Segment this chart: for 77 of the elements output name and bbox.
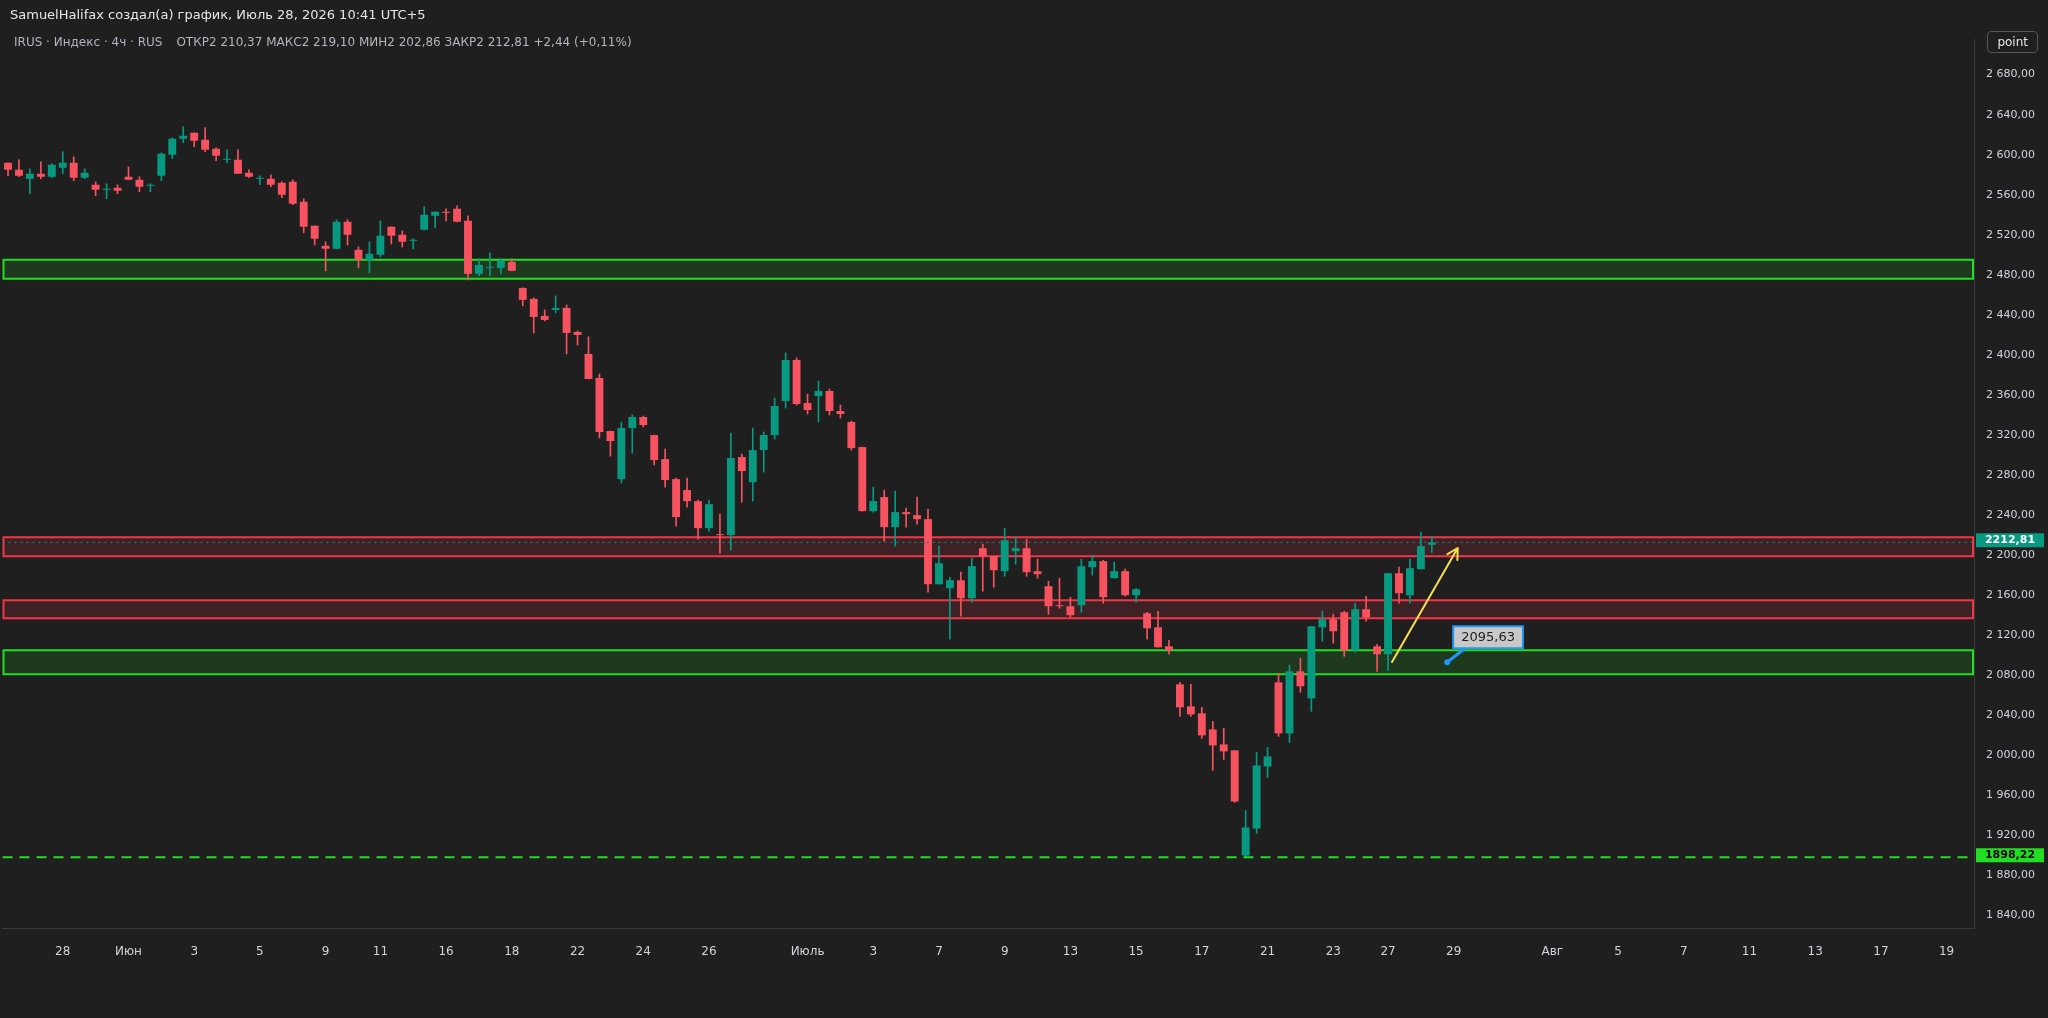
x-tick-label: Июн xyxy=(115,943,142,958)
y-tick-label: 2 600,00 xyxy=(1986,147,2035,161)
x-tick-label: 27 xyxy=(1380,943,1396,958)
y-tick-label: 1 920,00 xyxy=(1986,828,2035,842)
candlestick xyxy=(902,507,911,528)
x-tick-label: 3 xyxy=(869,943,878,958)
candlestick xyxy=(1165,639,1173,655)
candlestick xyxy=(442,208,451,222)
y-tick-label: 2 640,00 xyxy=(1986,107,2035,121)
text: SamuelHalifax создал(а) график, Июль 28, 2026 10:41 UTC+5 xyxy=(10,7,426,22)
y-tick-label: 2 440,00 xyxy=(1986,307,2035,321)
candlestick xyxy=(431,211,440,229)
y-tick-label: 2 120,00 xyxy=(1986,628,2035,642)
y-tick-label: 2 520,00 xyxy=(1986,227,2035,241)
candlestick xyxy=(1219,728,1228,760)
y-tick-label: 2 240,00 xyxy=(1986,507,2035,521)
x-tick-label: 28 xyxy=(55,943,71,958)
x-tick-label: 24 xyxy=(635,943,651,958)
annotation: ОТКР2 210,37 МАКС2 219,10 МИН2 202,86 ЗАКР2 212,81 +2,44 (+0,11%) xyxy=(176,35,632,49)
x-tick-label: Июль xyxy=(790,943,825,958)
candlestick xyxy=(179,126,188,144)
y-tick-label: 2 280,00 xyxy=(1986,467,2035,481)
y-tick-label: 2 040,00 xyxy=(1986,708,2035,722)
x-tick-label: 3 xyxy=(190,943,199,958)
y-tick-label: 1 840,00 xyxy=(1986,908,2035,922)
x-tick-label: 21 xyxy=(1259,943,1276,958)
candlestick xyxy=(255,175,264,186)
x-tick-label: 9 xyxy=(321,943,330,958)
y-tick-label: 2 000,00 xyxy=(1986,748,2035,762)
text: point xyxy=(1987,31,2038,53)
x-tick-label: 11 xyxy=(1741,943,1758,958)
y-tick-label: 2 320,00 xyxy=(1986,427,2035,441)
y-tick-label: 2 480,00 xyxy=(1986,267,2035,281)
x-tick-label: 13 xyxy=(1807,943,1823,958)
x-tick-label: 5 xyxy=(256,943,264,958)
candlestick xyxy=(913,496,922,525)
y-tick-label: 1 960,00 xyxy=(1986,788,2035,802)
x-tick-label: 22 xyxy=(569,943,586,958)
candlestick xyxy=(1186,684,1195,717)
x-tick-label: 17 xyxy=(1873,943,1889,958)
y-tick-label: 2 160,00 xyxy=(1986,588,2035,602)
x-tick-label: 13 xyxy=(1062,943,1079,958)
x-tick-label: 19 xyxy=(1938,943,1955,958)
x-tick-label: 9 xyxy=(1000,943,1009,958)
x-tick-label: 15 xyxy=(1128,943,1144,958)
x-tick-label: 7 xyxy=(1679,943,1688,958)
ref-line-label: 2212,81 xyxy=(1984,533,2036,547)
candlestick xyxy=(25,168,34,195)
candlestick xyxy=(1318,610,1327,642)
annotation: 2095,63 xyxy=(1461,628,1515,644)
x-tick-label: 7 xyxy=(935,943,943,958)
x-tick-label: Авг xyxy=(1541,943,1564,958)
x-tick-label: 29 xyxy=(1446,943,1462,958)
y-tick-label: 2 400,00 xyxy=(1986,347,2035,361)
candlestick xyxy=(485,252,494,277)
y-tick-label: 2 200,00 xyxy=(1986,548,2035,562)
x-tick-label: 23 xyxy=(1325,943,1341,958)
y-tick-label: 2 360,00 xyxy=(1986,387,2035,401)
y-tick-label: 2 680,00 xyxy=(1986,67,2035,81)
candlestick xyxy=(223,149,231,164)
candlestick xyxy=(945,576,954,640)
candlestick xyxy=(409,238,418,250)
chart-title: IRUS · Индекс · 4ч · RUS xyxy=(14,35,163,49)
x-tick-label: 26 xyxy=(701,943,717,958)
ref-line-label: 1898,22 xyxy=(1984,848,2036,862)
y-tick-label: 2 080,00 xyxy=(1986,668,2035,682)
y-tick-label: 2 560,00 xyxy=(1986,187,2035,201)
candlestick xyxy=(715,513,724,554)
y-tick-label: 1 880,00 xyxy=(1986,868,2035,882)
x-tick-label: 5 xyxy=(1614,943,1622,958)
candlestick xyxy=(978,543,987,592)
candlestick xyxy=(36,161,45,180)
x-tick-label: 16 xyxy=(438,943,454,958)
x-tick-label: 18 xyxy=(504,943,520,958)
candlestick xyxy=(58,151,67,175)
x-tick-label: 17 xyxy=(1194,943,1210,958)
x-tick-label: 11 xyxy=(372,943,389,958)
